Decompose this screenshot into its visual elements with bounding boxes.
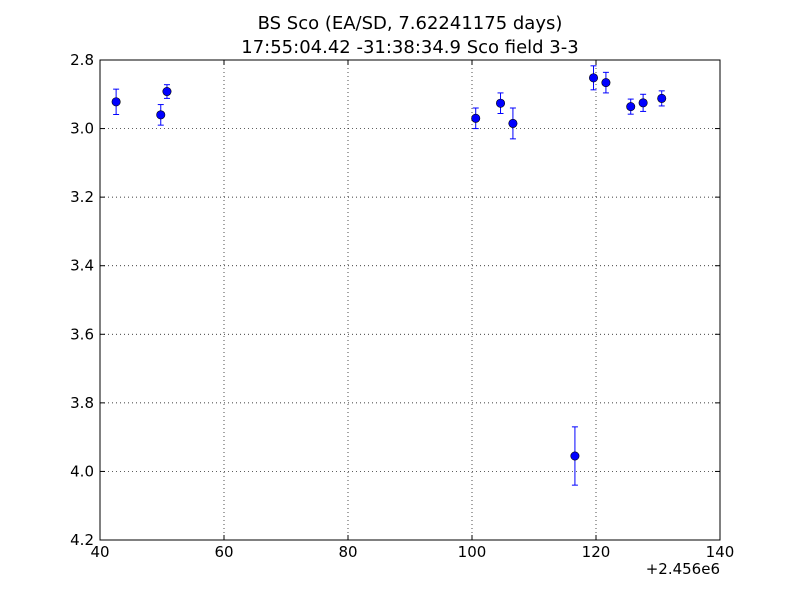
plot-area	[100, 60, 720, 540]
x-tick-label: 80	[338, 543, 357, 561]
data-point	[601, 71, 611, 94]
data-marker	[111, 97, 121, 107]
data-point	[496, 92, 506, 114]
data-marker	[626, 102, 636, 112]
y-tick-label: 3.0	[70, 120, 94, 138]
x-tick-label: 100	[458, 543, 487, 561]
y-tick-label: 3.2	[70, 188, 94, 206]
chart-title-line-1: BS Sco (EA/SD, 7.62241175 days)	[258, 13, 563, 34]
x-offset-label: +2.456e6	[646, 560, 720, 578]
data-point	[626, 98, 636, 115]
data-point	[111, 88, 121, 116]
x-tick-label: 140	[706, 543, 735, 561]
data-marker	[156, 110, 166, 120]
tick-labels: 40 60 80 100 120 140 2.8 3.0 3.2 3.4 3.6 3.8 4.0 4.2	[70, 51, 734, 561]
plot-frame	[99, 59, 721, 541]
y-tick-label: 3.8	[70, 394, 94, 412]
data-point	[162, 84, 172, 99]
data-point	[508, 107, 518, 140]
data-point	[156, 104, 166, 126]
data-marker	[496, 98, 506, 108]
x-tick-label: 60	[214, 543, 233, 561]
y-tick-label: 3.6	[70, 325, 94, 343]
x-tick-label: 120	[582, 543, 611, 561]
y-tick-label: 4.0	[70, 462, 94, 480]
data-points	[111, 65, 667, 486]
y-tick-label: 4.2	[70, 531, 94, 549]
data-marker	[162, 87, 172, 97]
data-marker	[657, 93, 667, 103]
y-tick-label: 3.4	[70, 257, 94, 275]
data-marker	[638, 98, 648, 108]
chart-title-line-2: 17:55:04.42 -31:38:34.9 Sco field 3-3	[241, 37, 578, 58]
axis-ticks	[99, 59, 721, 541]
data-point	[471, 107, 481, 130]
data-marker	[508, 118, 518, 128]
x-tick-label: 40	[90, 543, 109, 561]
data-marker	[589, 73, 599, 83]
data-marker	[570, 451, 580, 461]
data-point	[657, 90, 667, 107]
data-point	[638, 93, 648, 112]
data-point	[570, 426, 580, 486]
grid-lines	[100, 60, 720, 540]
data-marker	[601, 78, 611, 88]
data-point	[589, 65, 599, 91]
data-marker	[471, 113, 481, 123]
y-tick-label: 2.8	[70, 51, 94, 69]
